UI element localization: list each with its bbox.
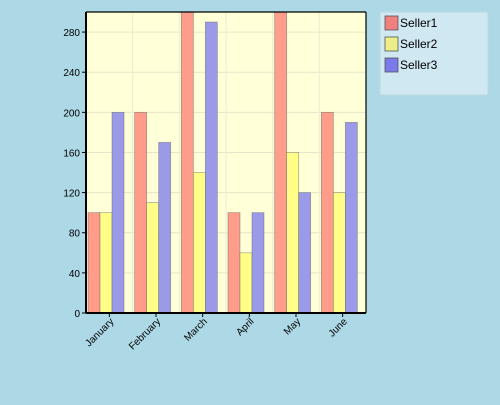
- y-tick-label: 200: [63, 108, 80, 119]
- bar-seller1-march: [180, 11, 194, 314]
- bar-seller3-may: [298, 192, 312, 314]
- legend: Seller1 Seller2 Seller3: [379, 11, 489, 96]
- x-tick-label: January: [84, 316, 117, 349]
- x-tick-label: March: [182, 316, 209, 343]
- x-tick-label: April: [235, 316, 257, 338]
- bar-seller1-february: [134, 111, 148, 314]
- y-axis: 0 40 80 120 160 200 240 280: [63, 11, 367, 320]
- bar-seller2-may: [286, 152, 300, 314]
- bar-seller1-june: [320, 111, 334, 314]
- bar-seller3-february: [158, 142, 172, 314]
- y-tick-label: 240: [63, 68, 80, 79]
- bar-seller3-june: [344, 122, 358, 314]
- legend-swatch-seller2: [384, 36, 399, 52]
- bar-seller1-april: [227, 212, 241, 314]
- bar-seller2-june: [332, 192, 346, 314]
- x-tick-label: June: [327, 316, 350, 339]
- bar-seller2-march: [192, 172, 206, 314]
- legend-label-seller1: Seller1: [400, 16, 438, 30]
- bar-seller3-march: [204, 21, 218, 314]
- y-tick-label: 40: [69, 269, 81, 280]
- bar-seller3-april: [251, 212, 265, 314]
- bar-seller2-january: [99, 212, 113, 314]
- bar-seller3-january: [111, 111, 125, 314]
- gridlines: [86, 12, 366, 313]
- bar-seller1-january: [87, 212, 101, 314]
- x-tick-label: May: [282, 316, 303, 337]
- legend-label-seller2: Seller2: [400, 37, 438, 51]
- x-tick-label: February: [127, 316, 163, 352]
- bar-seller1-may: [274, 11, 288, 314]
- y-tick-label: 80: [69, 229, 81, 240]
- legend-swatch-seller1: [384, 15, 399, 31]
- y-tick-label: 120: [63, 189, 80, 200]
- bar-seller2-april: [239, 252, 253, 314]
- bars: [87, 11, 358, 314]
- y-tick-label: 0: [74, 309, 80, 320]
- legend-label-seller3: Seller3: [400, 58, 438, 72]
- bar-seller2-february: [146, 202, 160, 314]
- y-tick-label: 160: [63, 148, 80, 159]
- legend-swatch-seller3: [384, 57, 399, 73]
- x-axis: January February March April May June: [84, 312, 366, 352]
- y-tick-label: 280: [63, 28, 80, 39]
